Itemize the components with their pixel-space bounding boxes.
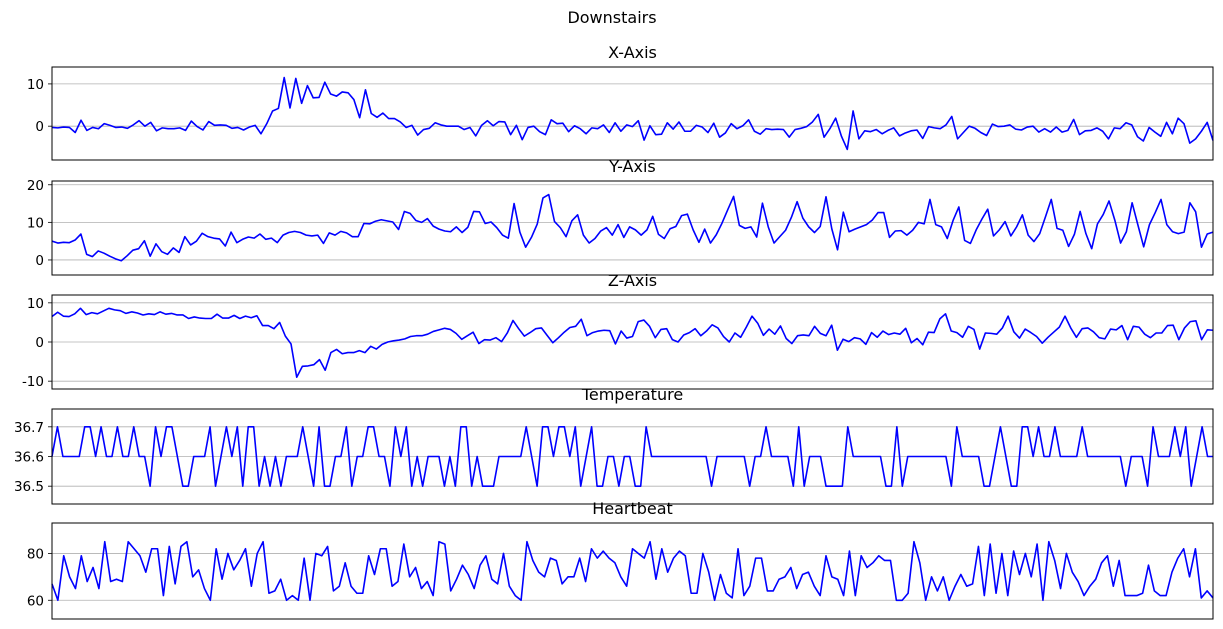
panel-0-title: X-Axis xyxy=(608,43,657,62)
panel-2-title: Z-Axis xyxy=(608,271,657,290)
panel-1-ytick-label-0: 0 xyxy=(35,253,44,269)
panel-1-series-line xyxy=(51,193,1214,262)
panel-4-frame xyxy=(51,522,1214,620)
panel-3-ytick-label-0: 36.5 xyxy=(14,479,44,495)
panel-2-series-line xyxy=(51,307,1214,379)
panel-3-title: Temperature xyxy=(581,385,683,404)
panel-4-ytick-label-1: 80 xyxy=(27,546,44,562)
figure-title: Downstairs xyxy=(567,8,656,27)
panel-1-title: Y-Axis xyxy=(608,157,656,176)
panel-3-series-line xyxy=(51,426,1213,487)
panel-2-ytick-label-1: 0 xyxy=(35,335,44,351)
panels: 0 10 X-Axis 0 10 20 Y-Axis -10 0 10 Z-Axis 36.5 36.6… xyxy=(14,43,1214,620)
panel-0-ytick-label-1: 10 xyxy=(27,77,44,93)
panel-4-ytick-label-0: 60 xyxy=(27,593,44,609)
panel-3-ytick-label-1: 36.6 xyxy=(14,450,44,466)
panel-4-title: Heartbeat xyxy=(592,499,673,518)
panel-2: -10 0 10 Z-Axis xyxy=(22,271,1214,390)
panel-3: 36.5 36.6 36.7 Temperature xyxy=(14,385,1214,505)
panel-0-ytick-label-0: 0 xyxy=(35,119,44,135)
panel-3-ytick-label-2: 36.7 xyxy=(14,420,44,436)
panel-2-ytick-label-0: -10 xyxy=(22,374,44,390)
panel-1-ytick-label-2: 20 xyxy=(27,178,44,194)
panel-0: 0 10 X-Axis xyxy=(27,43,1214,161)
panel-0-series-line xyxy=(51,76,1214,151)
panel-2-ytick-label-2: 10 xyxy=(27,296,44,312)
panel-3-frame xyxy=(51,408,1214,505)
panel-4-series-line xyxy=(51,540,1214,602)
panel-2-frame xyxy=(51,294,1214,390)
panel-4: 60 80 Heartbeat xyxy=(27,499,1214,620)
panel-1: 0 10 20 Y-Axis xyxy=(27,157,1214,276)
panel-1-frame xyxy=(51,180,1214,276)
panel-1-ytick-label-1: 10 xyxy=(27,215,44,231)
panel-0-frame xyxy=(51,66,1214,161)
